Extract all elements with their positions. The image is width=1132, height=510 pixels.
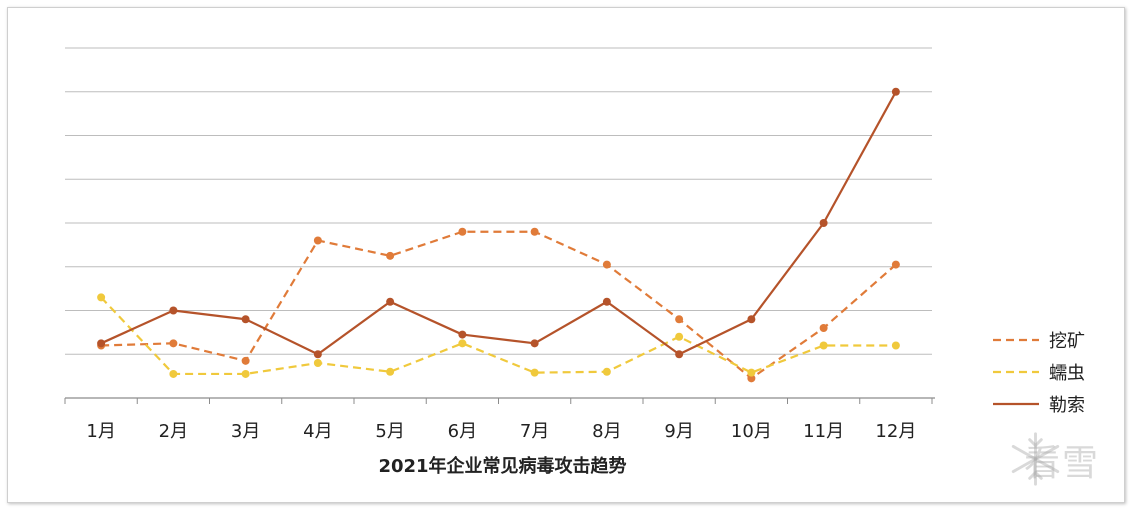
chart-title: 2021年企业常见病毒攻击趋势 [378, 455, 626, 477]
legend-label: 挖矿 [1049, 331, 1085, 352]
data-point [747, 315, 756, 324]
gridlines [65, 47, 932, 355]
data-point [819, 324, 828, 332]
series-layer [97, 87, 900, 383]
data-point [819, 341, 828, 350]
x-tick-label: 7月 [520, 421, 549, 442]
data-point [891, 260, 900, 269]
x-tick-label: 3月 [231, 421, 260, 442]
data-point [241, 356, 250, 365]
x-tick-label: 5月 [375, 421, 404, 442]
data-point [241, 369, 250, 378]
data-point [675, 332, 684, 341]
x-tick-label: 2月 [159, 421, 188, 442]
data-point [891, 341, 900, 350]
series-line-1 [101, 230, 897, 380]
x-tick-label: 1月 [86, 421, 115, 442]
data-point [530, 227, 539, 236]
data-point [675, 350, 684, 359]
x-tick-label: 11月 [803, 421, 844, 442]
data-point [313, 236, 322, 245]
watermark-text: 看雪 [1024, 443, 1101, 484]
x-tick-label: 8月 [592, 421, 621, 442]
data-point [530, 339, 539, 348]
data-point [602, 297, 611, 306]
data-point [386, 297, 395, 306]
x-tick-label: 9月 [664, 421, 693, 442]
x-tick-labels: 1月 2月 3月 4月 5月 6月 7月 8月 9月 10月 11月 12月 [86, 421, 916, 442]
legend-label: 勒索 [1049, 395, 1085, 416]
data-point [891, 87, 900, 96]
x-tick-label: 6月 [448, 421, 477, 442]
x-tick-label: 10月 [731, 421, 772, 442]
data-point [169, 369, 178, 378]
data-point [747, 368, 756, 377]
data-point [458, 227, 467, 236]
x-tick-label: 4月 [303, 421, 332, 442]
data-point [530, 368, 539, 377]
chart-frame [7, 7, 1125, 503]
snowflake-icon [1011, 432, 1060, 486]
data-point [386, 367, 395, 376]
data-point [169, 306, 178, 315]
data-point [386, 251, 395, 260]
data-point [458, 330, 467, 339]
series-line-3 [100, 91, 897, 356]
data-point [313, 359, 322, 367]
data-point [675, 315, 684, 324]
data-point [602, 367, 611, 376]
x-axis [64, 397, 935, 404]
data-point [97, 339, 106, 348]
series-line-2 [100, 296, 896, 376]
legend-label: 蠕虫 [1049, 363, 1085, 384]
x-tick-label: 12月 [875, 421, 916, 442]
data-point [241, 315, 250, 324]
data-point [169, 339, 178, 348]
data-point [97, 293, 106, 302]
data-point [458, 339, 467, 348]
data-point [819, 219, 828, 227]
data-point [602, 260, 611, 269]
data-point [747, 374, 756, 383]
data-point [313, 350, 322, 359]
